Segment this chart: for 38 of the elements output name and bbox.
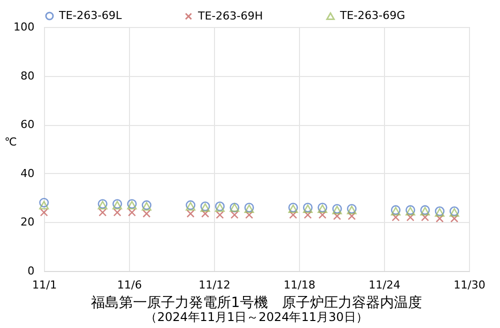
point bbox=[333, 212, 342, 220]
point bbox=[186, 210, 195, 218]
y-tick-label: 100 bbox=[14, 20, 34, 34]
point bbox=[113, 208, 122, 216]
x-tick-label: 11/1 bbox=[32, 278, 57, 292]
x-tick-label: 11/6 bbox=[117, 278, 142, 292]
y-tick-label: 40 bbox=[20, 166, 34, 180]
point bbox=[39, 200, 49, 210]
point bbox=[318, 210, 326, 219]
point bbox=[128, 208, 136, 216]
x-tick-label: 11/18 bbox=[284, 278, 316, 292]
point bbox=[39, 198, 49, 208]
text: 福島第一原子力発電所1号機 原子炉圧力容器内温度 bbox=[91, 295, 422, 311]
x-tick-label: 11/24 bbox=[368, 278, 400, 292]
point bbox=[201, 210, 210, 218]
legend-label: TE-263-69G bbox=[339, 9, 406, 22]
point bbox=[304, 210, 312, 219]
point bbox=[245, 210, 254, 219]
text: （2024年11月1日～2024年11月30日） bbox=[145, 310, 368, 324]
x-tick-label: 11/12 bbox=[198, 278, 230, 292]
y-tick-label: 20 bbox=[20, 216, 34, 229]
x-tick-label: 11/30 bbox=[454, 278, 486, 292]
point bbox=[289, 210, 298, 219]
point bbox=[436, 214, 444, 223]
y-tick-label: 60 bbox=[20, 118, 34, 132]
point bbox=[40, 208, 48, 216]
point bbox=[230, 210, 239, 219]
y-tick-label: 0 bbox=[28, 264, 34, 278]
point bbox=[421, 213, 430, 222]
y-axis-title: ℃ bbox=[4, 136, 17, 148]
point bbox=[450, 214, 458, 223]
point bbox=[348, 212, 356, 220]
y-tick-label: 80 bbox=[20, 69, 34, 82]
point bbox=[216, 210, 224, 219]
legend-label: TE-263-69H bbox=[197, 9, 263, 22]
point bbox=[142, 210, 151, 218]
point bbox=[98, 208, 107, 216]
legend-label: TE-263-69L bbox=[58, 8, 123, 22]
